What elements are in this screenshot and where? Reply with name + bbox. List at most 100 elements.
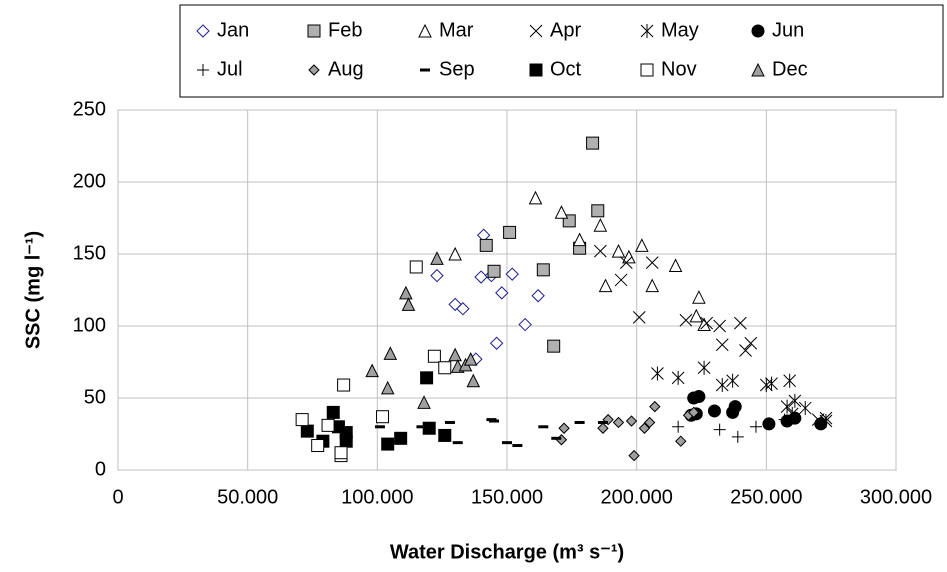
y-axis-title: SSC (mg l⁻¹)	[22, 231, 44, 349]
marker	[430, 268, 444, 283]
marker	[625, 415, 638, 427]
marker	[619, 256, 633, 269]
marker	[649, 400, 661, 413]
marker	[707, 404, 721, 418]
marker	[713, 319, 727, 333]
marker	[495, 286, 509, 300]
marker	[321, 418, 335, 432]
legend-label: Oct	[550, 58, 582, 80]
x-tick-label: 200.000	[601, 486, 673, 508]
marker	[295, 413, 309, 427]
marker	[715, 338, 729, 352]
marker	[503, 225, 517, 239]
y-tick-label: 250	[73, 98, 106, 120]
marker	[783, 373, 797, 388]
marker	[401, 297, 416, 311]
marker	[339, 434, 353, 448]
marker	[531, 289, 545, 303]
marker	[300, 424, 314, 438]
marker	[380, 380, 395, 395]
y-tick-label: 200	[73, 170, 106, 192]
marker	[645, 256, 659, 269]
marker	[518, 317, 532, 332]
marker	[611, 244, 626, 258]
x-tick-label: 300.000	[860, 486, 932, 508]
x-tick-label: 250.000	[730, 486, 802, 508]
marker	[598, 278, 613, 293]
legend-label: Jul	[217, 58, 243, 80]
marker	[365, 363, 379, 378]
marker	[463, 352, 478, 366]
y-tick-label: 150	[73, 242, 106, 264]
marker	[697, 317, 711, 332]
marker	[628, 449, 640, 462]
marker	[311, 439, 325, 453]
y-tick-label: 0	[95, 458, 106, 480]
marker	[448, 347, 462, 362]
marker	[381, 437, 395, 451]
marker	[593, 218, 608, 232]
x-axis-title: Water Discharge (m³ s⁻¹)	[390, 541, 624, 563]
marker	[487, 264, 501, 278]
legend-label: Jan	[217, 19, 249, 41]
marker	[448, 246, 462, 261]
marker	[739, 344, 752, 357]
marker	[640, 63, 654, 77]
marker	[399, 285, 413, 300]
marker	[640, 24, 654, 38]
legend-label: Dec	[772, 58, 808, 80]
marker	[554, 205, 569, 219]
marker	[689, 308, 704, 323]
marker	[196, 24, 210, 38]
marker	[765, 376, 778, 391]
marker	[438, 428, 452, 442]
marker	[505, 267, 519, 281]
marker	[778, 413, 791, 426]
legend	[179, 4, 944, 98]
x-tick-label: 0	[112, 486, 123, 508]
marker	[489, 336, 504, 350]
marker	[713, 423, 726, 436]
marker	[728, 400, 742, 414]
marker	[438, 361, 452, 375]
marker	[798, 401, 812, 416]
marker	[337, 378, 351, 392]
marker	[479, 238, 493, 252]
marker	[572, 232, 587, 247]
marker	[731, 430, 744, 443]
marker	[643, 416, 656, 429]
marker	[688, 406, 700, 419]
marker	[558, 422, 570, 434]
y-tick-label: 50	[84, 386, 106, 408]
marker	[749, 420, 762, 433]
marker	[466, 373, 481, 388]
y-tick-label: 100	[73, 314, 106, 336]
marker	[420, 371, 434, 385]
marker	[334, 446, 348, 460]
marker	[672, 420, 685, 433]
marker	[422, 421, 436, 435]
marker	[529, 24, 543, 38]
marker	[700, 316, 714, 330]
marker	[751, 62, 765, 77]
marker	[788, 411, 802, 425]
marker	[418, 23, 432, 38]
marker	[614, 273, 628, 287]
marker	[692, 390, 706, 404]
marker	[759, 378, 773, 393]
legend-label: Aug	[328, 58, 364, 80]
marker	[547, 339, 561, 353]
marker	[586, 136, 600, 150]
marker	[591, 204, 605, 218]
marker	[474, 270, 488, 284]
marker	[536, 263, 550, 277]
x-tick-label: 150.000	[471, 486, 543, 508]
marker	[326, 405, 340, 419]
legend-label: Feb	[328, 19, 362, 41]
marker	[308, 64, 320, 76]
marker	[632, 311, 646, 324]
marker	[675, 435, 687, 447]
legend-label: May	[661, 19, 699, 41]
marker	[671, 370, 685, 385]
